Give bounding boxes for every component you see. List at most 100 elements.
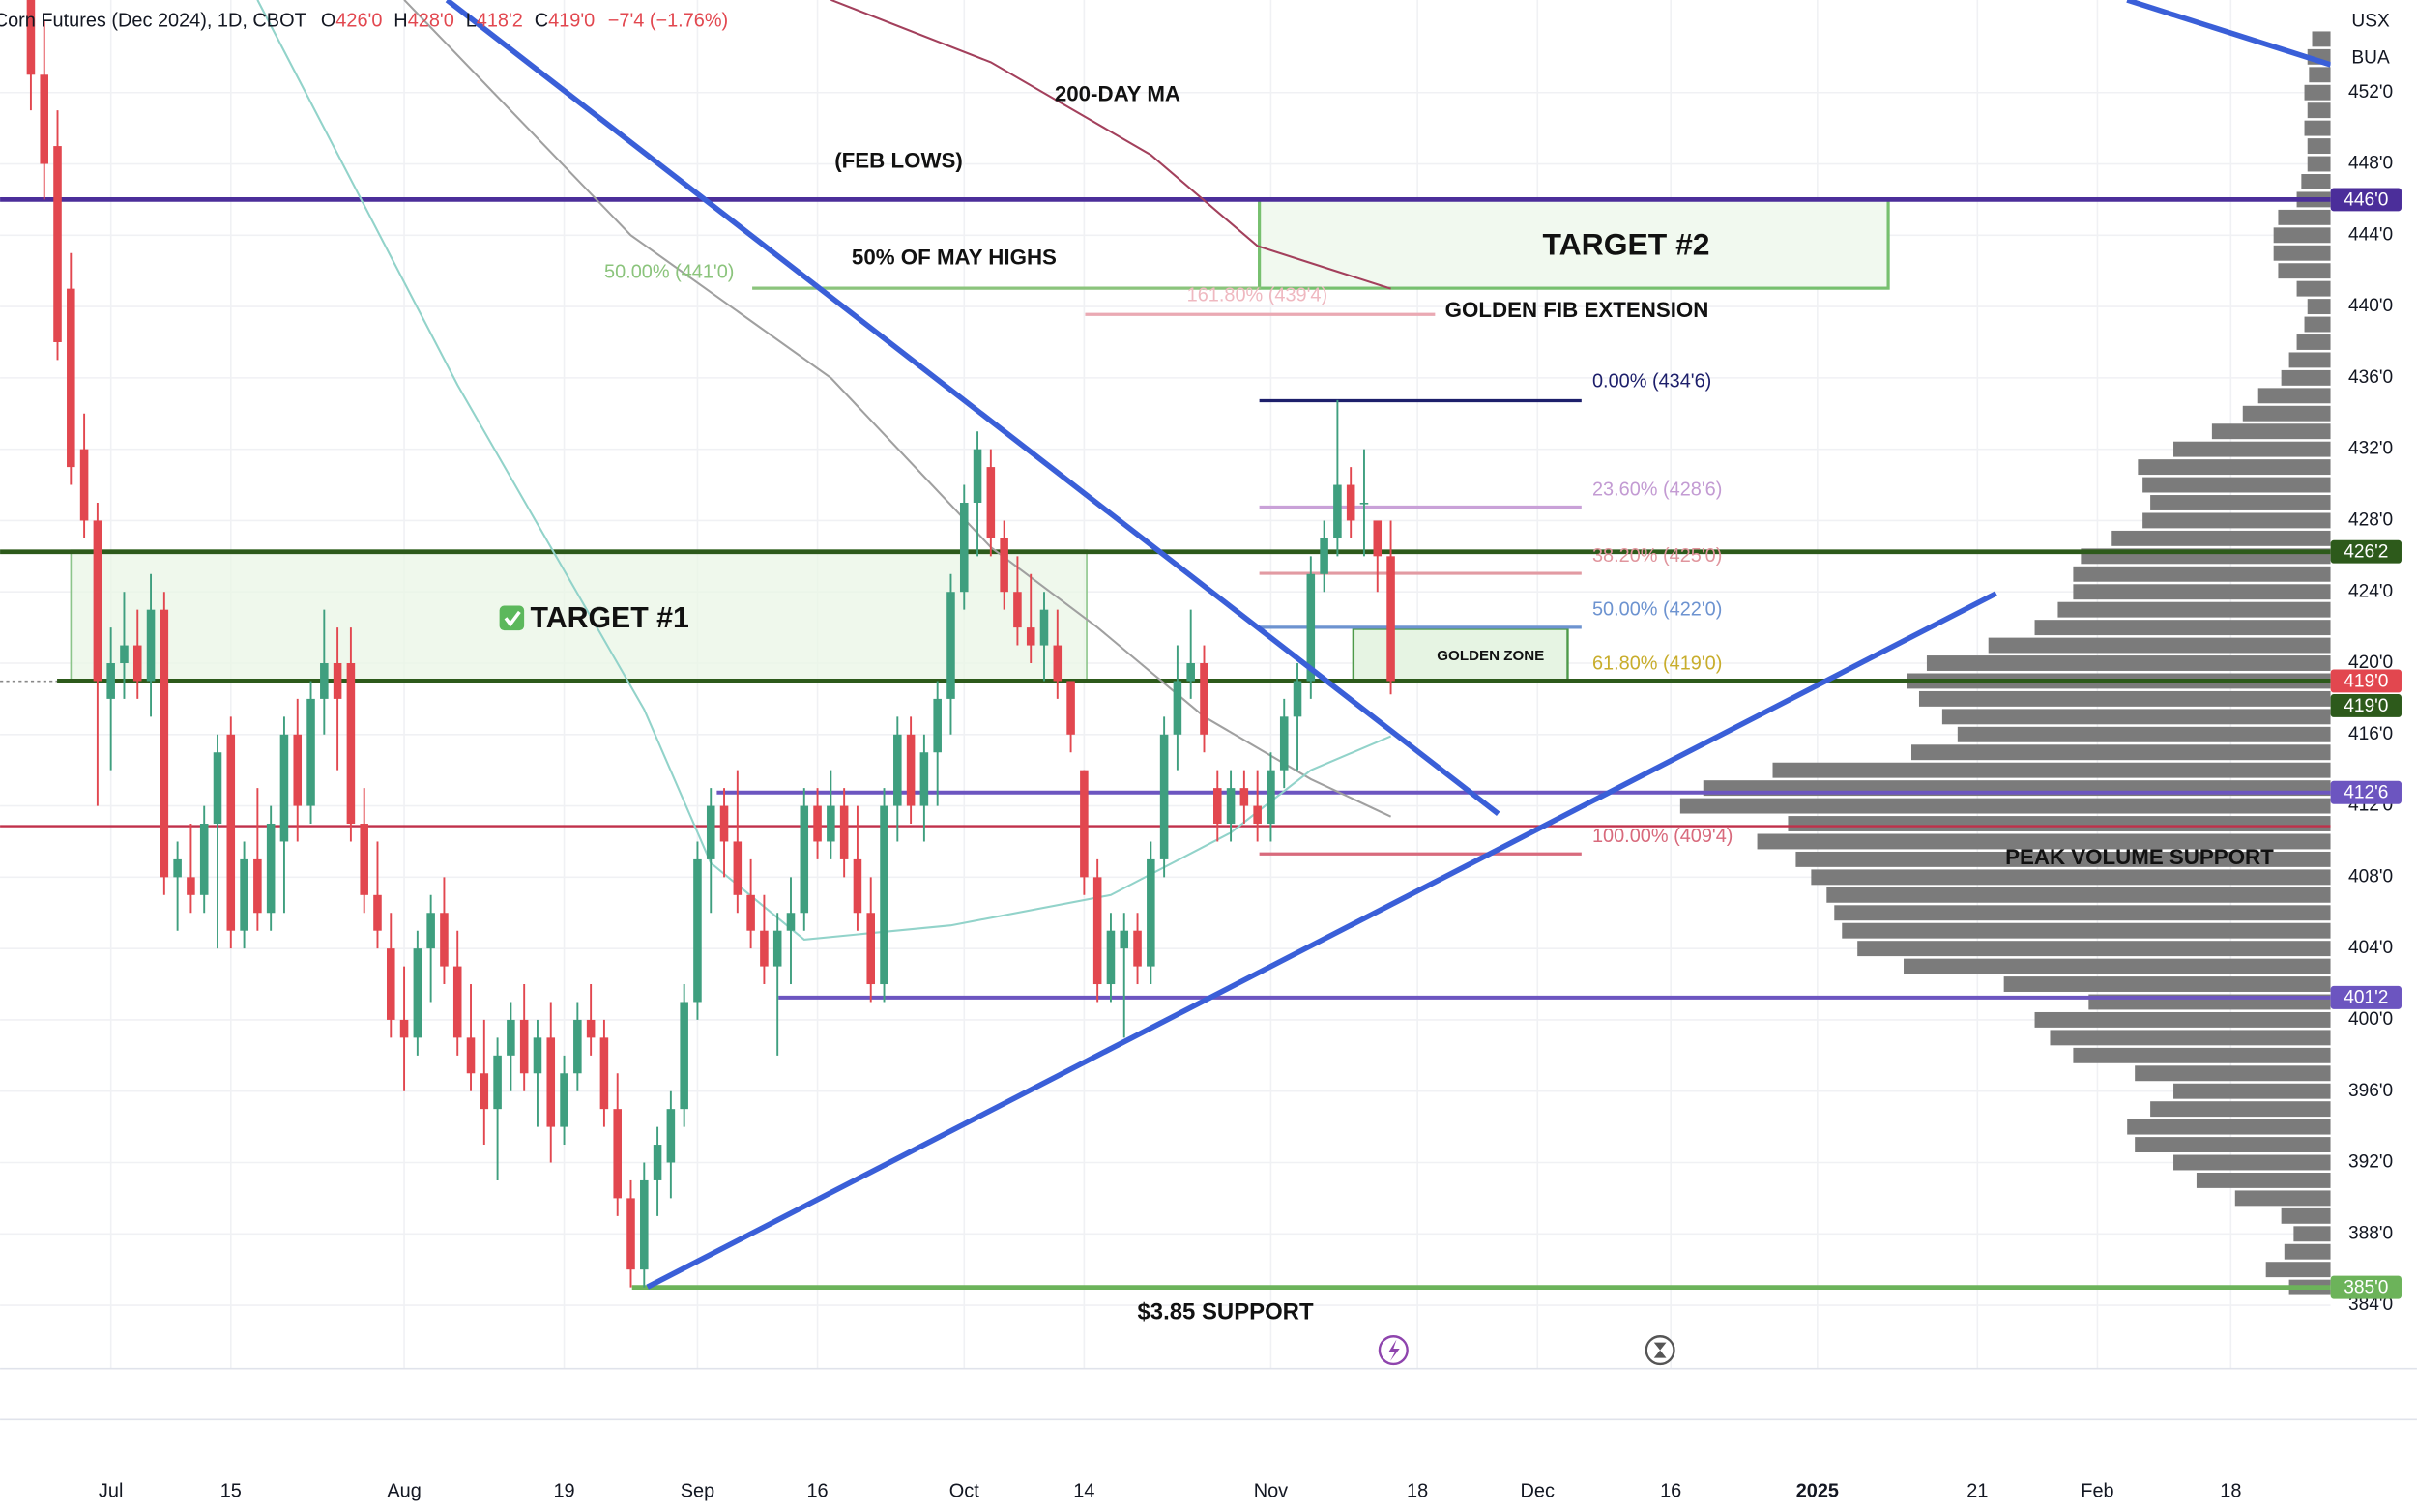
volume-bar	[2142, 512, 2331, 529]
candle-body	[1333, 484, 1342, 538]
y-tick-label: 400'0	[2348, 1009, 2393, 1030]
volume-bar	[2257, 388, 2331, 404]
volume-bar	[2304, 84, 2331, 101]
candle-body	[640, 1179, 649, 1270]
candle-body	[67, 288, 75, 468]
candle-body	[986, 467, 996, 538]
x-tick-label: Sep	[681, 1481, 714, 1502]
x-tick-label: 2025	[1796, 1481, 1839, 1502]
candle-body	[573, 1019, 582, 1074]
candle-body	[973, 449, 982, 503]
candle-body	[360, 824, 368, 895]
ohlc-value: 419'0	[548, 11, 595, 32]
volume-bar	[1795, 851, 2331, 867]
candle-body	[320, 663, 329, 699]
volume-bar	[1910, 744, 2331, 761]
timer-icon	[1653, 1342, 1667, 1358]
volume-bar	[1679, 798, 2331, 814]
annotation: GOLDEN ZONE	[1437, 648, 1544, 664]
x-tick-label: 16	[1660, 1481, 1681, 1502]
candle-body	[40, 74, 48, 164]
timer-icon[interactable]	[1645, 1335, 1675, 1366]
ohlc-value: 428'0	[408, 11, 454, 32]
candle-body	[1320, 538, 1328, 574]
moving-average	[403, 0, 1392, 818]
y-tick-label: 428'0	[2348, 509, 2393, 530]
candle-body	[893, 734, 902, 806]
candle-body	[1253, 805, 1262, 825]
y-tick-label: 424'0	[2348, 581, 2393, 601]
candle-body	[1120, 930, 1129, 949]
volume-bar	[2296, 334, 2331, 350]
volume-bar	[2034, 1011, 2331, 1028]
price-tag-label: 385'0	[2344, 1277, 2388, 1297]
x-tick-label: 18	[1407, 1481, 1428, 1502]
volume-bar	[2281, 369, 2331, 386]
volume-bar	[2135, 1137, 2331, 1152]
candle-body	[106, 663, 115, 699]
candle-body	[1239, 788, 1249, 806]
y-tick-label: 416'0	[2348, 724, 2393, 744]
candle-body	[373, 894, 382, 931]
volume-bar	[2293, 1226, 2331, 1242]
x-axis: Jul 15 Aug 19 Sep 16 Oct 14 Nov 18 Dec 16 2025 21 Feb 1…	[99, 1481, 2241, 1502]
volume-bar	[2196, 1172, 2331, 1188]
x-tick-label: Oct	[949, 1481, 979, 1502]
candle-body	[880, 805, 888, 985]
volume-bar	[2296, 280, 2331, 297]
volume-bar	[2312, 31, 2331, 47]
volume-bar	[2265, 1262, 2331, 1278]
candle-body	[653, 1145, 662, 1180]
x-tick-label: Dec	[1521, 1481, 1555, 1502]
candle-body	[1053, 645, 1063, 682]
candle-body	[827, 805, 835, 842]
volume-bar	[2307, 299, 2331, 315]
y-axis: 452'0 448'0 444'0 440'0 436'0 432'0 428'0 424'0…	[2348, 82, 2393, 1315]
candle-body	[746, 894, 755, 931]
volume-bar	[1918, 690, 2331, 707]
annotation: 200-DAY MA	[1055, 82, 1180, 106]
y-tick-label: 440'0	[2348, 296, 2393, 316]
candle-body	[279, 734, 289, 842]
candle-body	[346, 663, 356, 825]
price-tag-label: 419'0	[2344, 671, 2388, 691]
volume-bar	[2111, 530, 2331, 546]
candle-body	[253, 858, 262, 914]
candle-body	[266, 824, 276, 914]
ohlc-value: 418'2	[477, 11, 523, 32]
event-icon	[1388, 1339, 1400, 1361]
header: Corn Futures (Dec 2024), 1D, CBOT O426'0…	[0, 11, 728, 32]
candle-body	[1267, 770, 1275, 825]
target-2-zone	[1258, 197, 1890, 290]
candle-body	[293, 734, 303, 806]
volume-bar	[2273, 245, 2331, 261]
volume-bar	[2301, 174, 2331, 189]
unit[interactable]: BUA	[2351, 48, 2390, 69]
candle-body	[187, 877, 195, 895]
volume-bar	[2304, 120, 2331, 136]
fib-label: 0.00% (434'6)	[1592, 371, 1711, 393]
candle-body	[1000, 538, 1008, 593]
candle-body	[680, 1002, 688, 1110]
volume-bar	[1926, 655, 2331, 671]
price-tag	[2330, 780, 2402, 804]
x-tick-label: Aug	[387, 1481, 421, 1502]
volume-bar	[2304, 316, 2331, 333]
volume-bar	[1834, 905, 2331, 921]
candle-body	[626, 1198, 635, 1270]
candle-body	[1186, 663, 1195, 682]
candle-body	[1147, 858, 1155, 967]
price-tag	[2330, 985, 2402, 1009]
annotation: TARGET #1	[531, 602, 689, 634]
candle-body	[866, 913, 876, 985]
ohlc-key: H	[393, 11, 407, 32]
y-tick-label: 392'0	[2348, 1152, 2393, 1173]
candle-body	[1013, 592, 1022, 628]
candle-body	[1213, 788, 1222, 825]
y-tick-label: 452'0	[2348, 82, 2393, 102]
volume-bar	[2150, 495, 2331, 510]
currency[interactable]: USX	[2351, 11, 2390, 31]
candle-body	[733, 841, 743, 895]
candles	[26, 0, 1395, 1288]
